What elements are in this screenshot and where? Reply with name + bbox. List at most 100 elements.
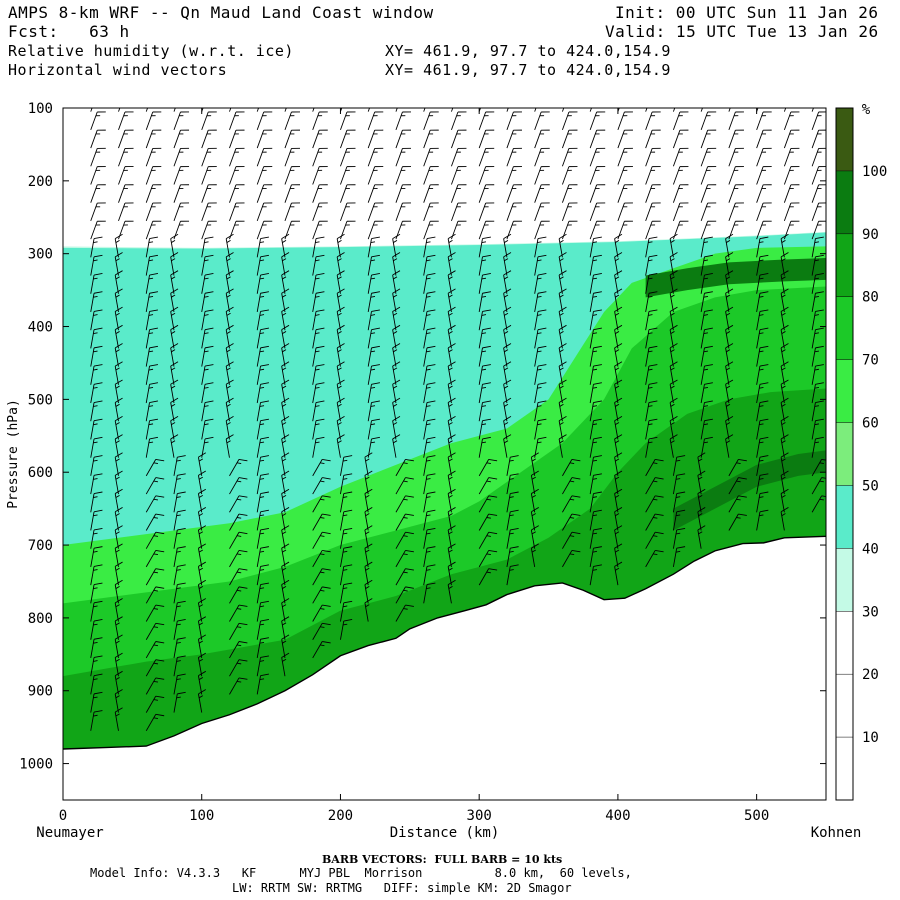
barb-staff bbox=[728, 108, 731, 112]
barb-half-flag bbox=[93, 587, 98, 589]
barb-staff bbox=[256, 584, 261, 604]
wind-barb bbox=[170, 324, 179, 349]
barb-staff bbox=[558, 347, 563, 367]
wind-barb bbox=[367, 184, 384, 203]
barb-staff bbox=[725, 366, 730, 385]
barb-staff bbox=[697, 457, 702, 476]
wind-barb bbox=[145, 236, 159, 258]
barb-full-flag bbox=[364, 579, 373, 586]
barb-full-flag bbox=[343, 473, 353, 476]
wind-barb bbox=[614, 233, 623, 258]
wind-barb bbox=[367, 236, 380, 258]
barb-staff bbox=[256, 274, 261, 294]
wind-barb bbox=[170, 343, 179, 367]
barb-half-flag bbox=[615, 367, 620, 371]
barb-full-flag bbox=[204, 345, 214, 349]
wind-barb bbox=[170, 434, 179, 458]
barb-staff bbox=[447, 311, 452, 331]
barb-staff bbox=[281, 293, 286, 313]
barb-full-flag bbox=[225, 361, 234, 367]
barb-half-flag bbox=[226, 422, 231, 426]
wind-barb bbox=[697, 507, 706, 531]
barb-staff bbox=[756, 148, 764, 167]
barb-half-flag bbox=[448, 494, 453, 498]
barb-staff bbox=[281, 457, 286, 476]
barb-staff bbox=[811, 329, 816, 349]
barb-half-flag bbox=[569, 480, 575, 483]
barb-full-flag bbox=[648, 418, 658, 422]
colorbar-band bbox=[836, 170, 853, 234]
barb-staff bbox=[645, 311, 650, 331]
wind-barb bbox=[367, 166, 384, 185]
barb-full-flag bbox=[648, 291, 658, 294]
barb-half-flag bbox=[426, 368, 431, 371]
barb-full-flag bbox=[155, 531, 165, 535]
wind-barb bbox=[256, 129, 273, 149]
barb-staff bbox=[173, 130, 181, 149]
wind-barb bbox=[256, 673, 269, 695]
barb-half-flag bbox=[115, 458, 120, 462]
barb-full-flag bbox=[93, 236, 103, 240]
barb-half-flag bbox=[198, 658, 204, 662]
barb-staff bbox=[503, 438, 508, 458]
barb-staff bbox=[645, 238, 650, 258]
barb-half-flag bbox=[819, 462, 824, 465]
barb-half-flag bbox=[759, 514, 764, 517]
barb-staff bbox=[447, 238, 452, 258]
barb-staff bbox=[423, 111, 431, 131]
wind-barb bbox=[780, 324, 789, 349]
barb-full-flag bbox=[177, 527, 186, 531]
barb-half-flag bbox=[403, 571, 408, 574]
barb-full-flag bbox=[426, 345, 436, 349]
y-tick-label: 400 bbox=[28, 320, 53, 336]
barb-half-flag bbox=[648, 259, 653, 262]
barb-staff bbox=[256, 347, 261, 367]
barb-half-flag bbox=[315, 441, 320, 444]
barb-full-flag bbox=[704, 436, 713, 440]
wind-barb bbox=[173, 111, 190, 131]
barb-staff bbox=[90, 329, 95, 349]
barb-staff bbox=[90, 108, 93, 112]
barb-full-flag bbox=[510, 473, 519, 476]
barb-staff bbox=[256, 493, 261, 513]
barb-staff bbox=[589, 184, 598, 203]
barb-half-flag bbox=[509, 496, 514, 498]
barb-half-flag bbox=[403, 535, 408, 537]
wind-barb bbox=[700, 418, 713, 440]
barb-staff bbox=[229, 130, 237, 149]
barb-full-flag bbox=[725, 252, 734, 258]
barb-half-flag bbox=[171, 403, 176, 407]
barb-half-flag bbox=[115, 476, 120, 480]
barb-staff bbox=[589, 347, 594, 367]
barb-staff bbox=[197, 457, 203, 476]
wind-barb bbox=[503, 252, 512, 276]
barb-half-flag bbox=[426, 350, 431, 353]
barb-staff bbox=[589, 293, 594, 313]
wind-barb bbox=[90, 655, 103, 677]
barb-full-flag bbox=[593, 473, 602, 476]
barb-half-flag bbox=[703, 259, 709, 262]
wind-barb bbox=[534, 129, 550, 149]
wind-barb bbox=[256, 184, 273, 203]
barb-staff bbox=[145, 366, 150, 385]
wind-barb bbox=[170, 288, 179, 313]
barb-half-flag bbox=[337, 385, 342, 389]
barb-staff bbox=[783, 166, 792, 185]
barb-staff bbox=[506, 457, 511, 476]
barb-staff bbox=[367, 202, 376, 222]
barb-full-flag bbox=[281, 634, 290, 640]
wind-barb bbox=[447, 343, 456, 367]
wind-barb bbox=[780, 288, 789, 313]
wind-barb bbox=[561, 220, 578, 240]
wind-barb bbox=[725, 434, 734, 458]
barb-full-flag bbox=[593, 509, 602, 513]
barb-full-flag bbox=[648, 327, 658, 331]
barb-half-flag bbox=[315, 332, 320, 335]
barb-half-flag bbox=[315, 295, 320, 298]
barb-staff bbox=[725, 293, 730, 313]
wind-barb bbox=[201, 236, 214, 258]
wind-barb bbox=[447, 361, 456, 385]
barb-staff bbox=[197, 511, 203, 531]
barb-full-flag bbox=[260, 509, 269, 513]
barb-half-flag bbox=[403, 517, 408, 519]
